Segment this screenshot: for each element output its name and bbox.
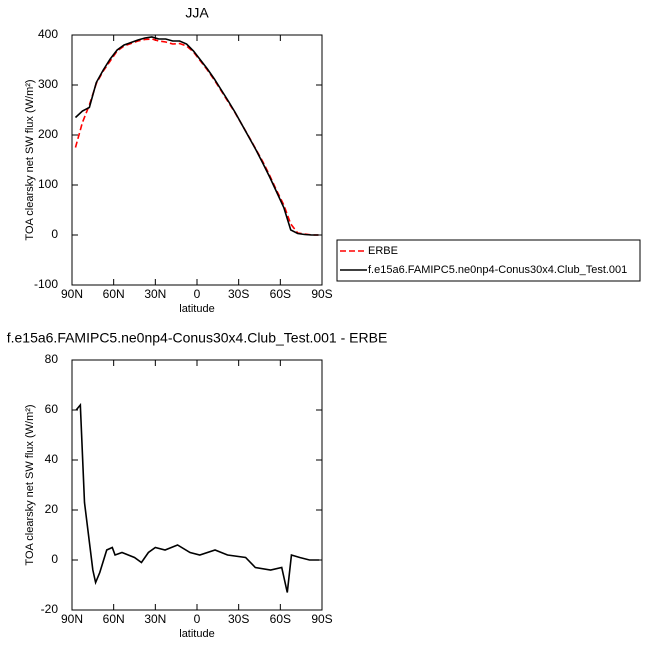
- legend-box: [336, 239, 641, 282]
- legend-label: f.e15a6.FAMIPC5.ne0np4-Conus30x4.Club_Te…: [368, 264, 627, 276]
- y-tick-label: 100: [38, 177, 58, 191]
- y-tick-label: -100: [34, 277, 58, 291]
- x-tick-label: 30S: [228, 287, 249, 301]
- legend-label: ERBE: [368, 245, 398, 257]
- y-tick-label: 300: [38, 77, 58, 91]
- x-tick-label: 30N: [144, 612, 166, 626]
- y-tick-label: 40: [45, 452, 59, 466]
- y-tick-label: 400: [38, 27, 58, 41]
- chart-title: JJA: [185, 5, 209, 21]
- y-tick-label: 60: [45, 402, 59, 416]
- x-tick-label: 90S: [311, 287, 332, 301]
- y-tick-label: -20: [41, 602, 59, 616]
- x-tick-label: 60N: [103, 612, 125, 626]
- data-line: [74, 36, 319, 236]
- x-tick-label: 60N: [103, 287, 125, 301]
- x-tick-label: 90N: [61, 612, 83, 626]
- y-tick-label: 80: [45, 352, 59, 366]
- data-line: [75, 402, 320, 593]
- y-tick-label: 20: [45, 502, 59, 516]
- x-tick-label: 60S: [270, 612, 291, 626]
- y-axis-label: TOA clearsky net SW flux (W/m²): [24, 404, 36, 565]
- plot-frame: [71, 34, 323, 286]
- y-tick-label: 200: [38, 127, 58, 141]
- x-tick-label: 0: [194, 287, 201, 301]
- x-tick-label: 30N: [144, 287, 166, 301]
- y-tick-label: 0: [51, 552, 58, 566]
- x-tick-label: 30S: [228, 612, 249, 626]
- plot-frame: [71, 359, 323, 611]
- y-tick-label: 0: [51, 227, 58, 241]
- x-axis-label: latitude: [179, 303, 214, 315]
- chart-title: f.e15a6.FAMIPC5.ne0np4-Conus30x4.Club_Te…: [7, 330, 388, 346]
- x-tick-label: 90N: [61, 287, 83, 301]
- x-tick-label: 60S: [270, 287, 291, 301]
- y-axis-label: TOA clearsky net SW flux (W/m²): [24, 79, 36, 240]
- x-tick-label: 0: [194, 612, 201, 626]
- x-axis-label: latitude: [179, 628, 214, 640]
- x-tick-label: 90S: [311, 612, 332, 626]
